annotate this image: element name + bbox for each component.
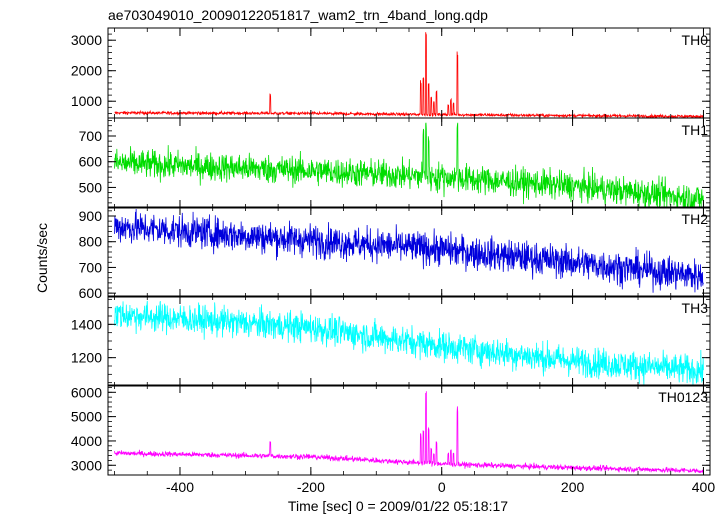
- y-tick-label: 6000: [71, 384, 102, 400]
- series-line-th1: [114, 122, 704, 208]
- y-tick-label: 500: [79, 179, 103, 195]
- x-tick-label: -400: [166, 479, 194, 495]
- y-axis-title: Counts/sec: [34, 223, 50, 293]
- y-tick-label: 900: [79, 208, 103, 224]
- y-tick-label: 600: [79, 285, 103, 301]
- y-tick-label: 3000: [71, 457, 102, 473]
- panel-th2: 600 700 800 900 TH2: [79, 206, 711, 301]
- chart-title: ae703049010_20090122051817_wam2_trn_4ban…: [108, 7, 488, 23]
- y-tick-label: 2000: [71, 63, 102, 79]
- x-tick-label: 400: [692, 479, 716, 495]
- y-tick-label: 4000: [71, 433, 102, 449]
- y-tick-label: 5000: [71, 409, 102, 425]
- series-line-th0123: [114, 391, 704, 474]
- series-line-th3: [114, 300, 704, 386]
- panel-label-th0123: TH0123: [658, 389, 708, 405]
- series-line-th0: [114, 32, 704, 118]
- x-tick-label: -200: [297, 479, 325, 495]
- panel-th0123: 3000 4000 5000 6000 TH0123: [71, 384, 711, 476]
- y-tick-label: 1400: [71, 316, 102, 332]
- panel-th3: 1200 1400 TH3: [71, 295, 711, 387]
- x-tick-label: 200: [561, 479, 585, 495]
- panel-label-th0: TH0: [682, 32, 709, 48]
- y-tick-label: 1200: [71, 350, 102, 366]
- panel-label-th2: TH2: [682, 211, 709, 227]
- y-tick-label: 700: [79, 259, 103, 275]
- series-line-th2: [114, 208, 704, 293]
- panel-label-th1: TH1: [682, 122, 709, 138]
- y-tick-label: 1000: [71, 93, 102, 109]
- panel-th0: 1000 2000 3000 TH0: [71, 27, 711, 119]
- panel-th1: 500 600 700 TH1: [79, 117, 711, 209]
- x-axis-title: Time [sec] 0 = 2009/01/22 05:18:17: [288, 498, 508, 514]
- y-tick-label: 700: [79, 128, 103, 144]
- y-tick-label: 3000: [71, 32, 102, 48]
- x-tick-label: 0: [438, 479, 446, 495]
- panel-frame: [107, 27, 711, 119]
- y-tick-label: 600: [79, 154, 103, 170]
- panel-label-th3: TH3: [682, 300, 709, 316]
- y-tick-label: 800: [79, 234, 103, 250]
